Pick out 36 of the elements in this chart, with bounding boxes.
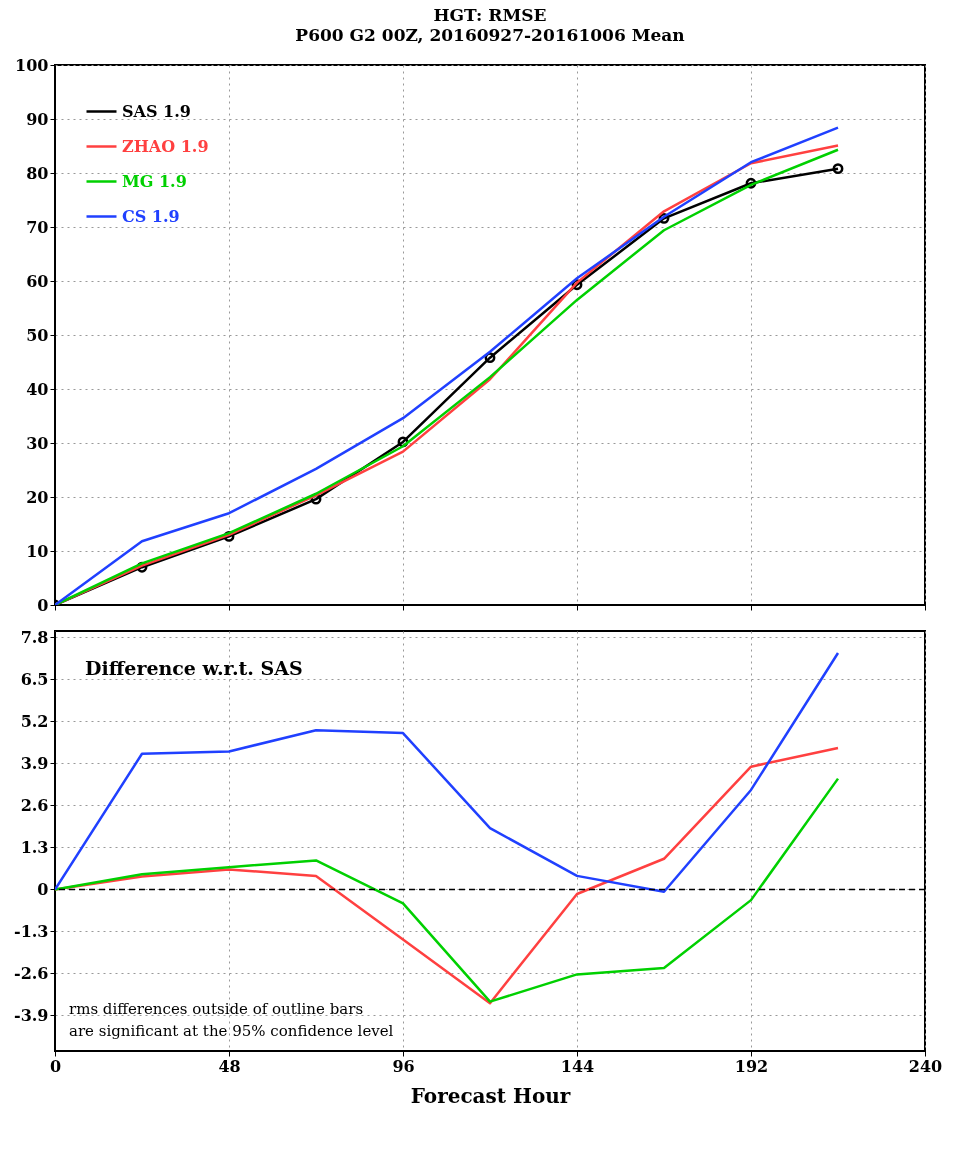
chart-title: HGT: RMSE (433, 5, 547, 25)
annotation: Difference w.r.t. SAS (85, 657, 303, 679)
y-tick-label: 3.9 (20, 753, 49, 773)
legend-label: CS 1.9 (122, 206, 180, 226)
y-tick-label: -3.9 (14, 1005, 49, 1025)
y-tick-label: 100 (15, 55, 49, 75)
y-tick-label: 50 (26, 325, 49, 345)
x-tick-label: 48 (218, 1056, 241, 1076)
y-tick-label: -1.3 (14, 921, 49, 941)
annotation: rms differences outside of outline bars (69, 1000, 364, 1018)
x-axis-title: Forecast Hour (410, 1083, 571, 1108)
y-tick-label: 90 (26, 109, 49, 129)
y-tick-label: 10 (26, 541, 49, 561)
y-tick-label: 70 (26, 217, 49, 237)
chart-subtitle: P600 G2 00Z, 20160927-20161006 Mean (295, 25, 685, 45)
y-tick-label: 0 (37, 879, 49, 899)
legend-label: SAS 1.9 (122, 101, 191, 121)
y-tick-label: -2.6 (14, 963, 49, 983)
x-tick-label: 144 (560, 1056, 595, 1076)
legend-label: MG 1.9 (122, 171, 187, 191)
y-tick-label: 6.5 (20, 669, 49, 689)
y-tick-label: 40 (26, 379, 49, 399)
y-tick-label: 1.3 (20, 837, 49, 857)
annotation: are significant at the 95% confidence level (69, 1022, 394, 1040)
y-tick-label: 0 (37, 595, 49, 615)
y-tick-label: 60 (26, 271, 49, 291)
x-tick-label: 96 (392, 1056, 415, 1076)
y-tick-label: 30 (26, 433, 49, 453)
y-tick-label: 7.8 (20, 627, 49, 647)
y-tick-label: 20 (26, 487, 49, 507)
y-tick-label: 2.6 (20, 795, 49, 815)
x-tick-label: 192 (734, 1056, 769, 1076)
x-tick-label: 240 (908, 1056, 943, 1076)
legend-label: ZHAO 1.9 (122, 136, 209, 156)
y-tick-label: 5.2 (20, 711, 49, 731)
y-tick-label: 80 (26, 163, 49, 183)
